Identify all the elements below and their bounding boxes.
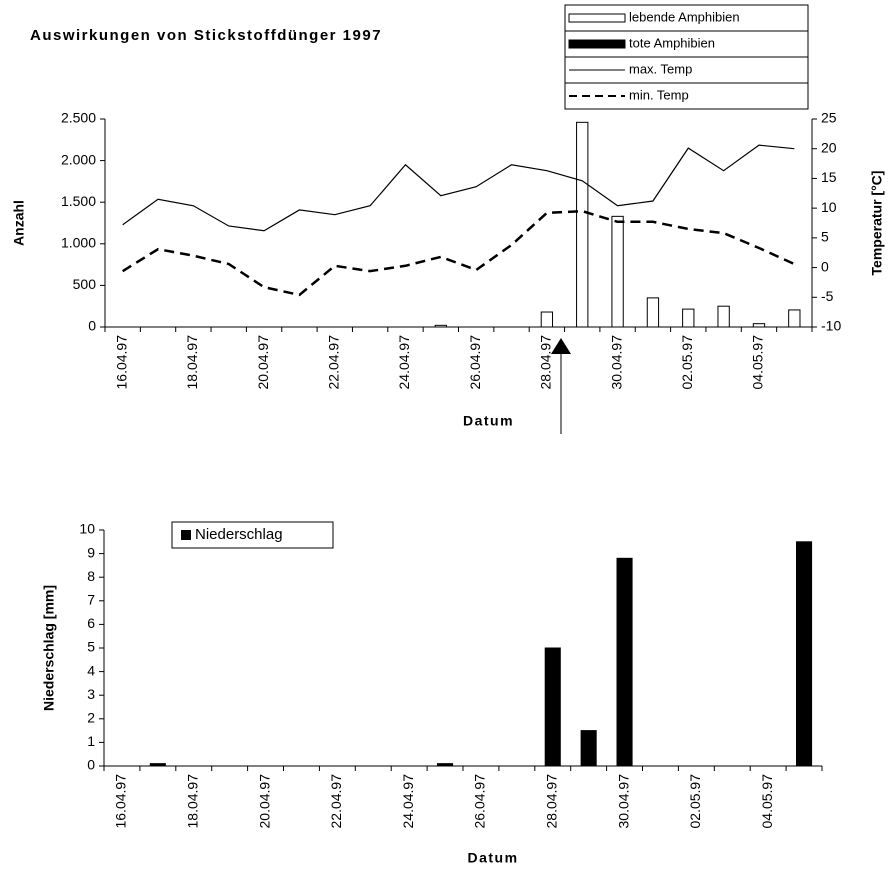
y-tick-label: 2 <box>87 710 95 726</box>
y-tick-label: 1 <box>87 733 95 749</box>
y-tick-label: 2.500 <box>61 110 96 126</box>
x-tick-label: 22.04.97 <box>325 335 341 390</box>
legend-label: tote Amphibien <box>629 35 715 50</box>
x-tick-label: 18.04.97 <box>184 335 200 390</box>
bar <box>788 309 801 328</box>
bar <box>752 323 766 328</box>
x-axis-title: Datum <box>467 850 518 866</box>
bar <box>544 647 561 767</box>
legend-swatch <box>568 39 626 49</box>
y-tick-label: 2.000 <box>61 151 96 167</box>
y-tick-label: 3 <box>87 686 95 702</box>
y-tick-label: 8 <box>87 568 95 584</box>
x-tick-label: 16.04.97 <box>113 774 129 829</box>
bar <box>611 215 624 328</box>
x-tick-label: 20.04.97 <box>255 335 271 390</box>
y-tick-label: 1.500 <box>61 193 96 209</box>
x-tick-label: 24.04.97 <box>400 774 416 829</box>
y2-tick-label: -5 <box>821 288 834 304</box>
y-tick-label: 7 <box>87 592 95 608</box>
x-tick-label: 04.05.97 <box>750 335 766 390</box>
y2-tick-label: -10 <box>821 318 841 334</box>
line <box>122 144 795 232</box>
bar <box>149 763 166 767</box>
x-axis-title: Datum <box>463 413 514 429</box>
legend-swatch <box>568 13 626 23</box>
y2-tick-label: 25 <box>821 110 837 126</box>
legend-swatch <box>181 530 191 540</box>
x-tick-label: 16.04.97 <box>113 335 129 390</box>
y2-tick-label: 15 <box>821 169 837 185</box>
bar <box>580 730 597 767</box>
bar <box>540 311 554 328</box>
y-tick-label: 0 <box>88 318 96 334</box>
y-tick-label: 10 <box>79 521 95 537</box>
x-tick-label: 30.04.97 <box>615 774 631 829</box>
y-tick-label: 4 <box>87 662 95 678</box>
bar <box>434 324 447 328</box>
x-tick-label: 04.05.97 <box>759 774 775 829</box>
arrow-head <box>551 338 571 354</box>
bar <box>437 763 454 767</box>
x-tick-label: 30.04.97 <box>608 335 624 390</box>
y-tick-label: 9 <box>87 544 95 560</box>
x-tick-label: 22.04.97 <box>328 774 344 829</box>
legend-label: min. Temp <box>629 87 689 102</box>
y2-tick-label: 0 <box>821 258 829 274</box>
x-tick-label: 28.04.97 <box>543 774 559 829</box>
x-tick-label: 02.05.97 <box>687 774 703 829</box>
y-tick-label: 5 <box>87 639 95 655</box>
y-axis-title: Niederschlag [mm] <box>41 585 57 711</box>
legend-label: lebende Amphibien <box>629 9 740 24</box>
y2-tick-label: 10 <box>821 199 837 215</box>
bar <box>796 541 813 767</box>
x-tick-label: 26.04.97 <box>472 774 488 829</box>
x-tick-label: 18.04.97 <box>184 774 200 829</box>
y2-tick-label: 5 <box>821 229 829 245</box>
x-tick-label: 24.04.97 <box>396 335 412 390</box>
legend-label: Niederschlag <box>195 526 283 543</box>
x-tick-label: 20.04.97 <box>256 774 272 829</box>
y-tick-label: 500 <box>73 276 97 292</box>
chart-title: Auswirkungen von Stickstoffdünger 1997 <box>30 27 382 44</box>
bar <box>576 121 589 328</box>
y-tick-label: 6 <box>87 615 95 631</box>
legend-box <box>171 521 334 549</box>
bar <box>616 557 633 767</box>
legend-label: max. Temp <box>629 61 692 76</box>
bar <box>682 308 695 328</box>
y2-tick-label: 20 <box>821 139 837 155</box>
bar <box>717 305 730 328</box>
y-tick-label: 0 <box>87 757 95 773</box>
bar <box>646 297 660 328</box>
x-tick-label: 26.04.97 <box>467 335 483 390</box>
x-tick-label: 28.04.97 <box>538 335 554 390</box>
y2-axis-title: Temperatur [°C] <box>869 171 885 276</box>
y-axis-title: Anzahl <box>11 200 27 246</box>
y-tick-label: 1.000 <box>61 235 96 251</box>
line <box>122 209 795 297</box>
x-tick-label: 02.05.97 <box>679 335 695 390</box>
